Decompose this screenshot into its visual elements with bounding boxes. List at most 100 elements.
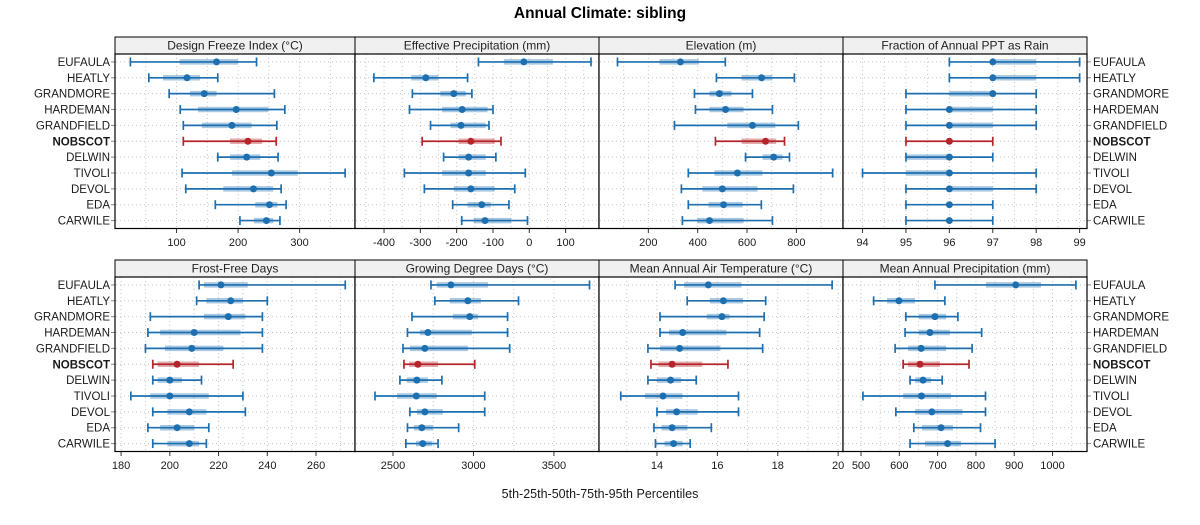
percentile-line [905, 216, 994, 226]
percentile-line [182, 120, 278, 130]
median-dot [481, 217, 489, 225]
percentile-line [408, 105, 494, 115]
percentile-line [239, 216, 281, 226]
percentile-line [656, 407, 740, 417]
station-label-left: DELWIN [66, 152, 110, 164]
percentile-line [399, 375, 443, 385]
median-dot [762, 137, 770, 145]
median-dot [412, 392, 420, 400]
chart-title: Annual Climate: sibling [513, 5, 687, 22]
median-dot [945, 137, 953, 145]
median-dot [228, 121, 236, 129]
median-dot [659, 392, 667, 400]
median-dot [217, 281, 225, 289]
chart-caption: 5th-25th-50th-75th-95th Percentiles [501, 487, 699, 501]
percentile-line [147, 328, 264, 338]
panel-title: Effective Precipitation (mm) [404, 39, 551, 53]
percentile-line [129, 57, 258, 67]
median-dot [919, 376, 927, 384]
percentile-line [905, 184, 1038, 194]
station-label-right: HARDEMAN [1093, 105, 1159, 117]
median-dot [673, 408, 681, 416]
panel: Frost-Free Days 180 200 220 240 260 [112, 259, 356, 472]
station-label-right: EDA [1093, 423, 1117, 435]
median-dot [679, 329, 687, 337]
median-dot [232, 106, 240, 114]
station-label-left: GRANDMORE [34, 312, 110, 324]
percentile-line [147, 73, 219, 83]
station-label-left: EUFAULA [58, 280, 111, 292]
percentile-line [442, 152, 497, 162]
percentile-line [948, 73, 1081, 83]
percentile-line [902, 359, 970, 369]
median-dot [465, 153, 473, 161]
station-label-right: EUFAULA [1093, 280, 1146, 292]
percentile-line [195, 296, 269, 306]
percentile-line [659, 312, 766, 322]
median-dot [413, 376, 421, 384]
percentile-line [406, 423, 460, 433]
panel-title: Mean Annual Air Temperature (°C) [630, 262, 813, 276]
axis-tick-label: 2500 [381, 460, 405, 472]
station-label-right: NOBSCOT [1093, 359, 1151, 371]
percentile-line [405, 439, 439, 449]
median-dot [720, 201, 728, 209]
median-dot [989, 58, 997, 66]
percentile-line [686, 296, 767, 306]
station-label-left: CARWILE [58, 439, 111, 451]
percentile-line [934, 280, 1077, 290]
axis-tick-label: 900 [1005, 460, 1023, 472]
station-label-right: DEVOL [1093, 184, 1133, 196]
axis-tick-label: 97 [987, 237, 999, 249]
median-dot [520, 58, 528, 66]
median-dot [188, 344, 196, 352]
percentile-line [411, 89, 473, 99]
median-dot [928, 408, 936, 416]
median-dot [466, 313, 474, 321]
axis-tick-label: 1000 [1040, 460, 1064, 472]
median-dot [722, 106, 730, 114]
percentile-line [429, 120, 490, 130]
axis-tick-label: 98 [1030, 237, 1042, 249]
station-label-right: DELWIN [1093, 152, 1137, 164]
station-label-left: TIVOLI [74, 168, 110, 180]
median-dot [200, 90, 208, 98]
median-dot [895, 297, 903, 305]
station-label-left: EDA [86, 200, 110, 212]
percentile-line [406, 328, 509, 338]
percentile-line [905, 152, 994, 162]
median-dot [185, 408, 193, 416]
median-dot [418, 424, 426, 432]
percentile-line [182, 136, 278, 146]
station-label-right: CARWILE [1093, 439, 1146, 451]
axis-tick-label: 300 [290, 237, 308, 249]
axis-tick-label: 800 [967, 460, 985, 472]
median-dot [458, 106, 466, 114]
percentile-line [904, 312, 959, 322]
median-dot [719, 297, 727, 305]
station-label-right: GRANDMORE [1093, 89, 1169, 101]
percentile-line [181, 168, 347, 178]
station-label-right: GRANDMORE [1093, 312, 1169, 324]
median-dot [733, 169, 741, 177]
percentile-line [674, 280, 833, 290]
station-label-right: EUFAULA [1093, 57, 1146, 69]
station-label-left: DEVOL [71, 184, 111, 196]
station-label-left: HARDEMAN [44, 328, 110, 340]
percentile-line [647, 343, 764, 353]
median-dot [465, 169, 473, 177]
axis-tick-label: 220 [209, 460, 227, 472]
station-label-left: DELWIN [66, 375, 110, 387]
percentile-line [402, 343, 511, 353]
percentile-line [681, 216, 774, 226]
median-dot [706, 217, 714, 225]
percentile-line [168, 89, 276, 99]
percentile-line [895, 407, 987, 417]
percentile-line [214, 200, 287, 210]
station-label-right: DEVOL [1093, 407, 1133, 419]
median-dot [265, 201, 273, 209]
percentile-line [647, 375, 698, 385]
percentile-line [433, 296, 520, 306]
axis-tick-label: 99 [1073, 237, 1085, 249]
